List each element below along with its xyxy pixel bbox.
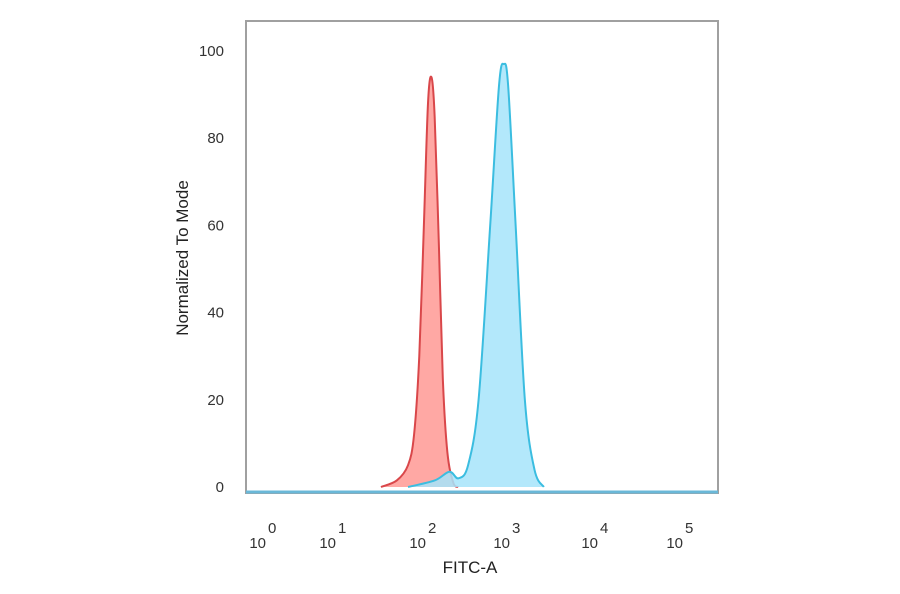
y-tick-label: 20 bbox=[207, 392, 224, 409]
series-outline bbox=[407, 62, 545, 488]
y-axis-ticks: 0 20 40 60 80 100 bbox=[199, 43, 224, 496]
y-tick-label: 0 bbox=[216, 479, 224, 496]
x-tick-exponent: 2 bbox=[428, 520, 436, 537]
histogram-series bbox=[380, 62, 545, 488]
x-tick-exponent: 0 bbox=[268, 520, 276, 537]
x-tick-base: 10 bbox=[319, 535, 336, 552]
x-tick-base: 10 bbox=[409, 535, 426, 552]
y-tick-label: 100 bbox=[199, 43, 224, 60]
x-tick-exponent: 3 bbox=[512, 520, 520, 537]
x-tick-base: 10 bbox=[581, 535, 598, 552]
series-fill bbox=[408, 63, 544, 488]
x-tick-base: 10 bbox=[249, 535, 266, 552]
x-tick-base: 10 bbox=[493, 535, 510, 552]
x-tick-exponent: 5 bbox=[685, 520, 693, 537]
y-tick-label: 80 bbox=[207, 130, 224, 147]
x-tick-exponent: 1 bbox=[338, 520, 346, 537]
x-tick-base: 10 bbox=[666, 535, 683, 552]
y-axis-title: Normalized To Mode bbox=[173, 180, 192, 336]
x-tick-exponent: 4 bbox=[600, 520, 608, 537]
x-axis-title: FITC-A bbox=[443, 558, 498, 577]
y-tick-label: 40 bbox=[207, 305, 224, 322]
series-outline bbox=[380, 75, 460, 488]
series-fill bbox=[380, 76, 459, 487]
y-tick-label: 60 bbox=[207, 217, 224, 234]
